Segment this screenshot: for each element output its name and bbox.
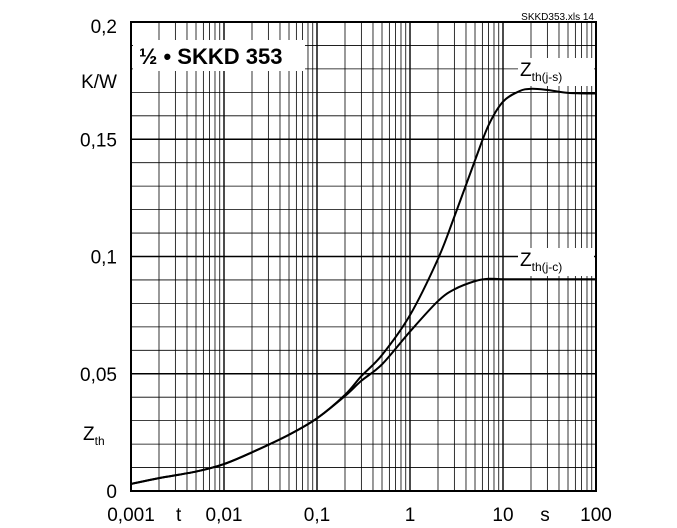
x-tick-label: 0,01 — [206, 505, 243, 526]
series-label-main: Z — [520, 250, 532, 271]
series-label-bg — [518, 58, 594, 86]
series-layer — [130, 87, 597, 485]
x-tick-label: 0,001 — [107, 505, 155, 526]
plot-frame — [130, 21, 597, 492]
y-tick-label: 0,05 — [80, 365, 117, 386]
series-label-bg — [518, 248, 594, 276]
y-axis-label-sub: th — [95, 434, 105, 448]
y-tick-label: 0,2 — [91, 17, 117, 38]
series-line-0 — [130, 87, 597, 485]
y-tick-label: 0,1 — [91, 248, 117, 269]
x-tick-label: 1 — [405, 505, 416, 526]
x-tick-labels: 0,001 0,01 0,1 1 10 100 — [107, 505, 612, 526]
x-tick-label: 100 — [580, 505, 612, 526]
x-axis-unit: s — [540, 505, 550, 526]
y-axis-label-main: Z — [83, 424, 95, 445]
x-axis-label: t — [176, 505, 182, 526]
series-label-sub: th(j-c) — [532, 260, 563, 274]
x-tick-label: 0,1 — [304, 505, 330, 526]
y-tick-labels: 0 0,05 0,1 0,15 0,2 — [80, 17, 117, 503]
y-axis-unit: K/W — [81, 72, 117, 93]
y-tick-label: 0,15 — [80, 130, 117, 151]
series-label: Zth(j-s) — [520, 60, 562, 84]
series-line-1 — [130, 277, 596, 485]
series-label: Zth(j-c) — [520, 250, 562, 274]
y-tick-label: 0 — [106, 482, 117, 503]
chart-title: ½ • SKKD 353 — [139, 44, 282, 69]
series-label-sub: th(j-s) — [532, 70, 563, 84]
series-label-main: Z — [520, 60, 532, 81]
series-labels: Zth(j-s)Zth(j-c) — [518, 58, 594, 276]
x-tick-label: 10 — [492, 505, 513, 526]
source-label: SKKD353.xls 14 — [521, 12, 594, 23]
y-axis-label: Zth — [83, 424, 105, 448]
title-background — [133, 40, 305, 71]
